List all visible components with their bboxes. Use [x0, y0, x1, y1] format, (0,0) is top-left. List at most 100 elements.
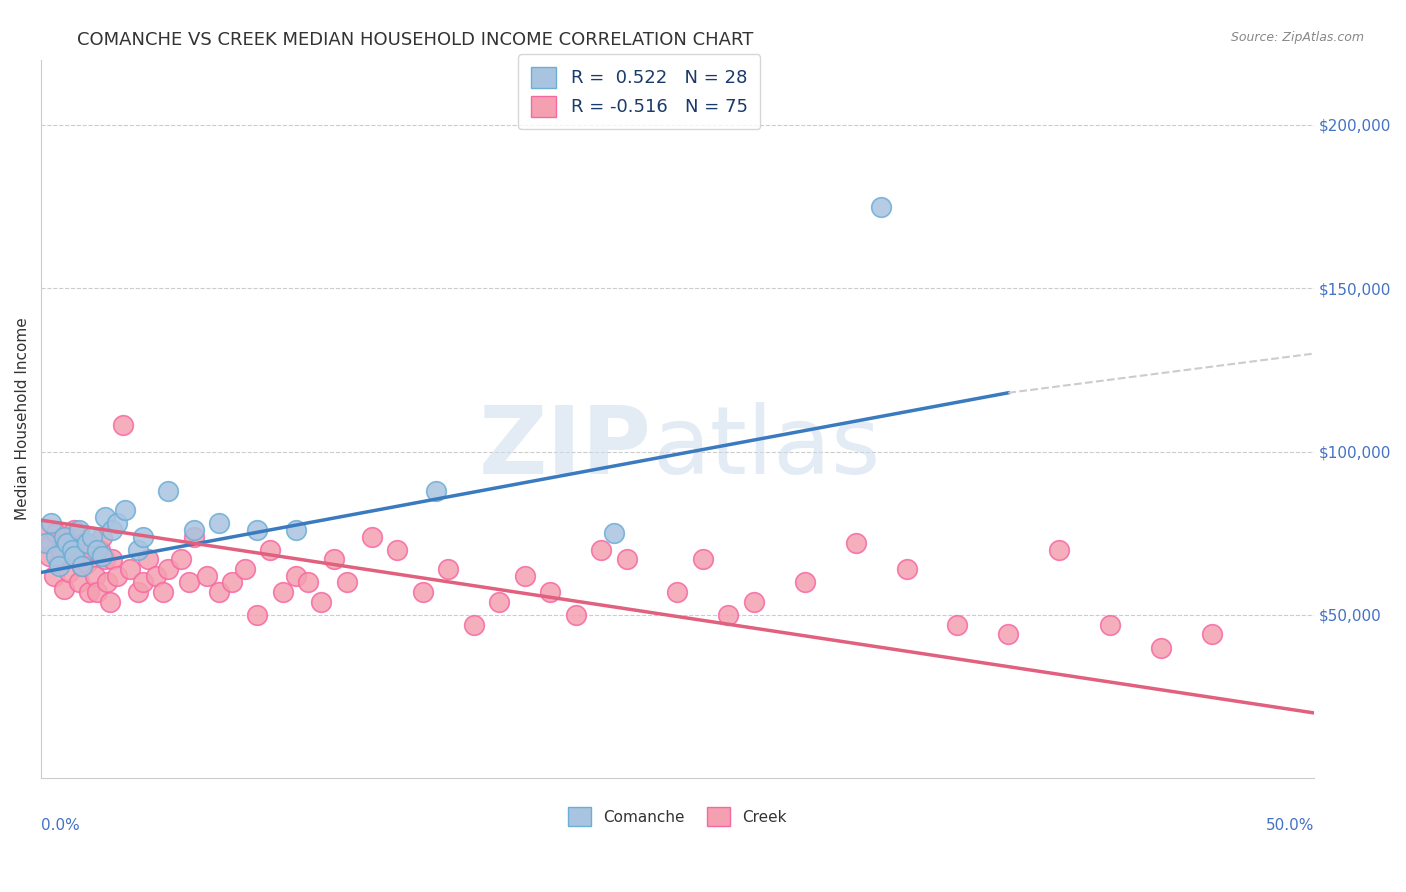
Point	[83, 568, 105, 582]
Point	[284, 523, 307, 537]
Point	[114, 503, 136, 517]
Y-axis label: Median Household Income: Median Household Income	[15, 318, 30, 520]
Point	[55, 536, 77, 550]
Point	[170, 552, 193, 566]
Point	[221, 575, 243, 590]
Point	[259, 542, 281, 557]
Point	[96, 575, 118, 590]
Point	[79, 585, 101, 599]
Point	[145, 568, 167, 582]
Point	[91, 529, 114, 543]
Point	[425, 483, 447, 498]
Point	[76, 556, 98, 570]
Point	[101, 552, 124, 566]
Point	[127, 542, 149, 557]
Point	[591, 542, 613, 557]
Point	[870, 200, 893, 214]
Point	[564, 607, 586, 622]
Point	[63, 549, 86, 563]
Point	[488, 595, 510, 609]
Point	[1201, 627, 1223, 641]
Point	[48, 558, 70, 573]
Point	[70, 558, 93, 573]
Point	[387, 542, 409, 557]
Point	[98, 595, 121, 609]
Point	[361, 529, 384, 543]
Point	[246, 607, 269, 622]
Point	[157, 483, 180, 498]
Point	[208, 585, 231, 599]
Point	[246, 523, 269, 537]
Point	[35, 523, 58, 537]
Point	[89, 542, 111, 557]
Text: Source: ZipAtlas.com: Source: ZipAtlas.com	[1230, 31, 1364, 45]
Point	[45, 549, 67, 563]
Point	[322, 552, 344, 566]
Point	[136, 552, 159, 566]
Point	[67, 575, 90, 590]
Point	[284, 568, 307, 582]
Point	[616, 552, 638, 566]
Text: ZIP: ZIP	[479, 401, 652, 493]
Point	[603, 526, 626, 541]
Point	[309, 595, 332, 609]
Point	[66, 552, 89, 566]
Point	[45, 526, 67, 541]
Point	[1099, 617, 1122, 632]
Point	[946, 617, 969, 632]
Point	[51, 542, 73, 557]
Point	[93, 552, 115, 566]
Point	[538, 585, 561, 599]
Point	[35, 536, 58, 550]
Point	[208, 516, 231, 531]
Point	[55, 529, 77, 543]
Point	[157, 562, 180, 576]
Text: 50.0%: 50.0%	[1265, 818, 1313, 833]
Point	[412, 585, 434, 599]
Point	[60, 542, 83, 557]
Point	[80, 542, 103, 557]
Point	[463, 617, 485, 632]
Point	[39, 516, 62, 531]
Point	[742, 595, 765, 609]
Point	[297, 575, 319, 590]
Text: COMANCHE VS CREEK MEDIAN HOUSEHOLD INCOME CORRELATION CHART: COMANCHE VS CREEK MEDIAN HOUSEHOLD INCOM…	[77, 31, 754, 49]
Point	[53, 582, 76, 596]
Point	[80, 529, 103, 543]
Point	[101, 523, 124, 537]
Point	[127, 585, 149, 599]
Point	[437, 562, 460, 576]
Point	[717, 607, 740, 622]
Point	[177, 575, 200, 590]
Point	[132, 575, 155, 590]
Text: 0.0%: 0.0%	[41, 818, 80, 833]
Legend: Comanche, Creek: Comanche, Creek	[558, 798, 796, 835]
Point	[91, 549, 114, 563]
Point	[60, 542, 83, 557]
Point	[1150, 640, 1173, 655]
Point	[513, 568, 536, 582]
Point	[48, 556, 70, 570]
Point	[42, 568, 65, 582]
Point	[67, 523, 90, 537]
Point	[183, 529, 205, 543]
Point	[335, 575, 357, 590]
Point	[38, 549, 60, 563]
Point	[793, 575, 815, 590]
Point	[692, 552, 714, 566]
Point	[271, 585, 294, 599]
Point	[63, 523, 86, 537]
Point	[107, 568, 129, 582]
Point	[73, 536, 96, 550]
Point	[70, 558, 93, 573]
Point	[86, 585, 108, 599]
Point	[152, 585, 174, 599]
Point	[86, 542, 108, 557]
Point	[195, 568, 218, 582]
Point	[53, 529, 76, 543]
Point	[120, 562, 142, 576]
Point	[93, 509, 115, 524]
Point	[845, 536, 868, 550]
Point	[76, 536, 98, 550]
Point	[58, 566, 80, 580]
